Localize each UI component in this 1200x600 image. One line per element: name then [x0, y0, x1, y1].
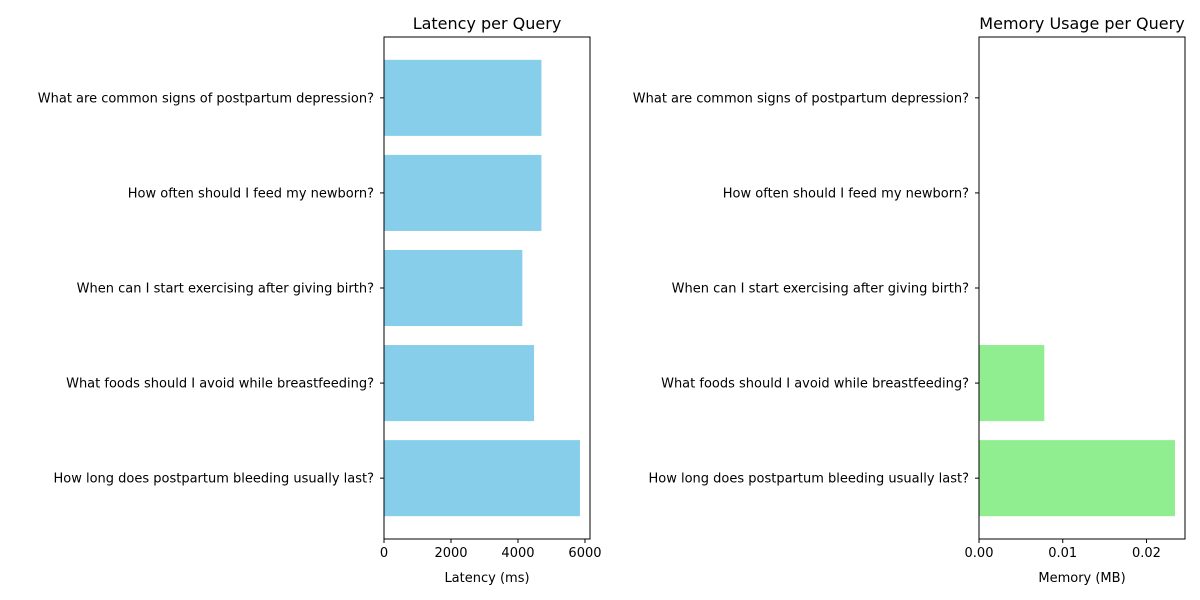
- memory-category-label-0: How long does postpartum bleeding usuall…: [648, 472, 969, 487]
- latency-x-tick-label-0: 0: [380, 546, 388, 561]
- memory-bar-1: [979, 345, 1045, 422]
- latency-bar-2: [384, 249, 523, 327]
- memory-x-tick-label-2: 0.02: [1132, 546, 1161, 561]
- latency-plot-frame: [383, 36, 591, 540]
- latency-chart: Latency per Query How long does postpart…: [38, 14, 602, 586]
- latency-x-tick-label-2: 4000: [501, 546, 534, 561]
- memory-x-tick-label-0: 0.00: [965, 546, 994, 561]
- memory-bar-0: [979, 440, 1175, 517]
- memory-category-labels: How long does postpartum bleeding usuall…: [633, 91, 979, 487]
- latency-category-label-1: What foods should I avoid while breastfe…: [66, 377, 374, 392]
- memory-chart: Memory Usage per Query How long does pos…: [633, 14, 1186, 586]
- latency-category-label-0: How long does postpartum bleeding usuall…: [53, 472, 374, 487]
- latency-category-labels: How long does postpartum bleeding usuall…: [38, 91, 384, 487]
- latency-x-ticks: 0 2000 4000 6000: [380, 539, 602, 561]
- latency-category-label-3: How often should I feed my newborn?: [128, 186, 374, 201]
- memory-plot-frame: [978, 36, 1186, 540]
- memory-bars: [979, 345, 1175, 517]
- latency-x-axis-label: Latency (ms): [444, 571, 529, 586]
- latency-chart-title: Latency per Query: [413, 14, 562, 33]
- memory-x-ticks: 0.00 0.01 0.02: [965, 539, 1161, 561]
- latency-bars: [384, 59, 580, 517]
- latency-bar-4: [384, 59, 542, 136]
- memory-category-label-3: How often should I feed my newborn?: [723, 186, 969, 201]
- latency-x-tick-label-1: 2000: [434, 546, 467, 561]
- latency-category-label-2: When can I start exercising after giving…: [77, 282, 374, 297]
- latency-bar-1: [384, 345, 535, 422]
- memory-category-label-1: What foods should I avoid while breastfe…: [661, 377, 969, 392]
- latency-category-label-4: What are common signs of postpartum depr…: [38, 91, 374, 106]
- latency-bar-3: [384, 154, 542, 231]
- memory-x-tick-label-1: 0.01: [1048, 546, 1077, 561]
- memory-x-axis-label: Memory (MB): [1038, 571, 1125, 586]
- latency-bar-0: [384, 440, 580, 517]
- memory-chart-title: Memory Usage per Query: [979, 14, 1184, 33]
- memory-category-label-2: When can I start exercising after giving…: [672, 282, 969, 297]
- latency-x-tick-label-3: 6000: [568, 546, 601, 561]
- memory-category-label-4: What are common signs of postpartum depr…: [633, 91, 969, 106]
